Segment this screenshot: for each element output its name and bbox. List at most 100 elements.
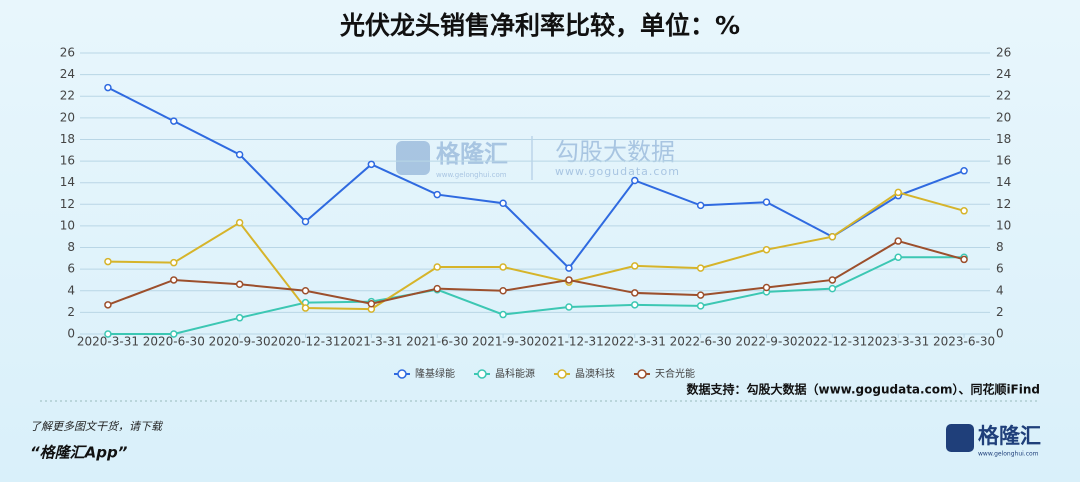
data-point xyxy=(696,264,705,272)
series-line xyxy=(107,86,965,270)
x-tick-label: 2022-9-30 xyxy=(735,335,797,349)
data-point xyxy=(499,287,507,295)
y2-tick-label: 18 xyxy=(996,132,1011,146)
data-point xyxy=(367,299,376,308)
logo-text: 格隆汇 xyxy=(978,424,1041,448)
x-tick-label: 2020-12-31 xyxy=(271,335,341,349)
data-point xyxy=(235,314,244,322)
data-point xyxy=(301,304,310,312)
data-point xyxy=(631,262,639,270)
chart-title: 光伏龙头销售净利率比较，单位：% xyxy=(339,11,740,40)
data-point xyxy=(631,301,639,309)
y2-tick-label: 2 xyxy=(996,305,1004,319)
footer-prompt: 了解更多图文干货，请下载 xyxy=(30,420,164,433)
data-point xyxy=(104,330,112,338)
data-point xyxy=(894,188,902,197)
data-point xyxy=(894,237,902,245)
y2-tick-label: 4 xyxy=(996,283,1004,297)
x-tick-label: 2022-3-31 xyxy=(604,335,666,349)
watermark-partner-url: www.gogudata.com xyxy=(555,165,680,178)
y2-tick-label: 22 xyxy=(996,89,1011,103)
x-tick-label: 2023-6-30 xyxy=(933,335,995,349)
legend-label: 晶澳科技 xyxy=(575,367,615,380)
data-point xyxy=(235,218,244,227)
data-point xyxy=(367,160,376,169)
y-tick-label: 4 xyxy=(67,283,75,297)
y-tick-label: 26 xyxy=(60,46,75,60)
y-tick-label: 22 xyxy=(60,89,75,103)
data-point xyxy=(894,253,902,262)
data-point xyxy=(762,245,771,254)
y-tick-label: 0 xyxy=(67,327,75,341)
series-line xyxy=(107,256,965,335)
data-point xyxy=(235,280,244,289)
data-point xyxy=(960,167,968,175)
data-point xyxy=(762,198,771,206)
x-tick-label: 2023-3-31 xyxy=(867,335,929,349)
y2-tick-label: 20 xyxy=(996,110,1011,124)
data-point xyxy=(631,176,639,185)
series-line xyxy=(107,239,965,306)
y2-tick-label: 24 xyxy=(996,67,1011,81)
watermark-icon xyxy=(396,141,430,175)
data-point xyxy=(960,255,968,264)
y-tick-label: 16 xyxy=(60,154,75,168)
legend-marker xyxy=(477,369,487,379)
watermark-partner: 勾股大数据 xyxy=(555,138,675,166)
data-point xyxy=(828,276,837,284)
y2-tick-label: 8 xyxy=(996,240,1004,254)
data-point xyxy=(104,83,112,92)
legend-marker xyxy=(557,369,567,379)
y-tick-label: 2 xyxy=(67,305,75,319)
data-point xyxy=(828,232,837,241)
x-tick-label: 2022-12-31 xyxy=(797,335,867,349)
data-point xyxy=(433,190,441,199)
legend-label: 隆基绿能 xyxy=(415,367,455,380)
data-point xyxy=(170,117,178,125)
y2-tick-label: 14 xyxy=(996,175,1011,189)
legend-marker xyxy=(637,369,647,379)
x-tick-label: 2021-9-30 xyxy=(472,335,534,349)
x-tick-label: 2021-6-30 xyxy=(406,335,468,349)
data-point xyxy=(104,301,112,309)
watermark-brand-url: www.gelonghui.com xyxy=(436,171,507,179)
logo-url: www.gelonghui.com xyxy=(978,451,1039,458)
data-point xyxy=(301,287,310,295)
y2-tick-label: 16 xyxy=(996,154,1011,168)
x-tick-label: 2020-9-30 xyxy=(209,335,271,349)
y2-tick-label: 0 xyxy=(996,327,1004,341)
data-point xyxy=(170,258,178,267)
data-point xyxy=(762,283,771,292)
y2-tick-label: 26 xyxy=(996,46,1011,60)
data-point xyxy=(433,263,441,271)
footer-app: “格隆汇App” xyxy=(30,444,128,462)
x-tick-label: 2021-3-31 xyxy=(340,335,402,349)
series-line xyxy=(107,191,965,311)
x-tick-label: 2021-12-31 xyxy=(534,335,604,349)
data-point xyxy=(499,310,507,319)
data-point xyxy=(433,284,441,293)
y2-tick-label: 12 xyxy=(996,197,1011,211)
data-point xyxy=(565,303,573,311)
y2-tick-label: 6 xyxy=(996,262,1004,276)
data-point xyxy=(828,284,837,293)
y-tick-label: 24 xyxy=(60,67,75,81)
y-tick-label: 6 xyxy=(67,262,75,276)
x-tick-label: 2022-6-30 xyxy=(670,335,732,349)
data-point xyxy=(499,263,507,271)
data-point xyxy=(170,330,178,338)
data-point xyxy=(499,199,507,207)
y-tick-label: 12 xyxy=(60,197,75,211)
data-point xyxy=(696,302,705,310)
y2-tick-label: 10 xyxy=(996,218,1011,232)
data-point xyxy=(170,276,178,284)
x-tick-label: 2020-6-30 xyxy=(143,335,205,349)
y-tick-label: 20 xyxy=(60,110,75,124)
data-point xyxy=(696,291,705,299)
y-tick-label: 10 xyxy=(60,218,75,232)
y-tick-label: 14 xyxy=(60,175,75,189)
data-point xyxy=(301,217,310,226)
data-point xyxy=(565,264,573,272)
